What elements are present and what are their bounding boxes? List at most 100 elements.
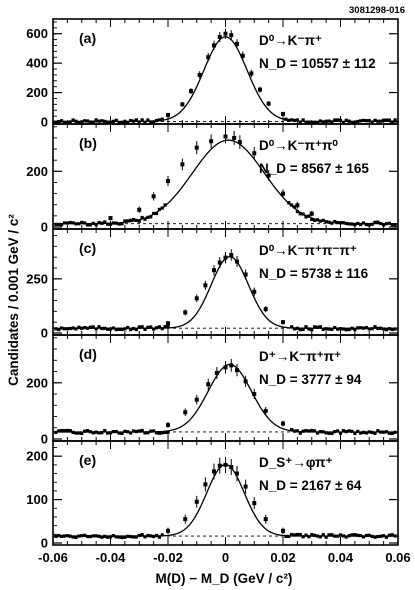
data-point: [106, 535, 110, 539]
data-point: [108, 222, 113, 226]
data-point: [94, 430, 98, 434]
data-point: [54, 430, 58, 435]
data-point: [194, 145, 199, 150]
data-point: [88, 325, 92, 329]
x-tick-label: 0.04: [328, 550, 354, 565]
data-point: [80, 534, 84, 538]
data-point: [310, 217, 314, 221]
data-point: [321, 533, 325, 537]
data-point: [140, 325, 144, 329]
data-point: [149, 215, 153, 219]
y-tick-label: 200: [26, 164, 48, 179]
data-point: [194, 397, 199, 402]
data-point: [327, 327, 331, 331]
data-point: [85, 223, 90, 227]
data-point: [134, 118, 138, 122]
data-point: [77, 325, 81, 329]
data-point: [120, 120, 124, 125]
yield-label: N_D = 2167 ± 64: [259, 478, 362, 493]
data-point: [137, 325, 141, 329]
data-point: [108, 431, 113, 435]
data-point: [114, 328, 118, 332]
data-point: [114, 221, 118, 225]
data-point: [123, 119, 127, 123]
data-point: [330, 533, 334, 537]
data-point: [292, 327, 297, 331]
data-point: [157, 207, 161, 212]
data-point: [146, 118, 150, 122]
data-point: [333, 325, 337, 330]
data-point: [117, 121, 121, 125]
data-point: [143, 217, 147, 221]
data-point: [243, 484, 248, 489]
data-point: [315, 431, 320, 435]
data-point: [106, 222, 110, 226]
data-point: [65, 221, 69, 225]
data-point: [209, 139, 214, 144]
data-point: [80, 326, 84, 330]
data-point: [304, 533, 308, 537]
data-point: [318, 535, 322, 539]
data-point: [137, 207, 142, 212]
data-point: [152, 327, 156, 331]
data-point: [361, 535, 366, 539]
data-point: [120, 327, 124, 332]
data-point: [393, 534, 397, 538]
data-point: [68, 220, 72, 225]
data-point: [379, 534, 383, 538]
data-point: [310, 428, 314, 433]
data-point: [143, 535, 147, 539]
data-point: [166, 430, 170, 434]
decay-label: D_S⁺→φπ⁺: [259, 455, 333, 470]
data-point: [330, 221, 334, 225]
data-point: [111, 119, 115, 123]
data-point: [166, 325, 170, 329]
data-point: [57, 222, 61, 227]
data-point: [134, 535, 138, 539]
data-point: [390, 327, 394, 332]
data-point: [160, 206, 164, 210]
data-point: [97, 431, 101, 435]
data-point: [344, 535, 348, 539]
data-point: [338, 221, 343, 225]
data-point: [83, 429, 87, 433]
data-point: [131, 535, 136, 539]
figure-id: 3081298-016: [349, 5, 405, 16]
panel-3: 0 250 (c) D⁰→K⁻π⁺π⁻π⁺ N_D = 5738 ± 116: [26, 228, 399, 341]
data-point: [83, 119, 87, 123]
data-point: [344, 328, 348, 332]
data-point: [106, 431, 110, 435]
data-point: [324, 119, 328, 123]
data-point: [160, 327, 164, 331]
data-point: [393, 327, 397, 331]
data-point: [393, 430, 397, 434]
data-point: [94, 327, 98, 331]
data-point: [376, 429, 380, 433]
data-point: [71, 430, 75, 434]
yield-label: N_D = 10557 ± 112: [259, 56, 376, 71]
data-point: [77, 222, 81, 226]
data-point: [91, 431, 95, 435]
data-point: [321, 430, 325, 434]
data-point: [356, 221, 360, 225]
data-point: [321, 120, 325, 124]
data-point: [62, 327, 67, 331]
data-point: [370, 327, 374, 331]
data-point: [344, 221, 348, 226]
yield-label: N_D = 8567 ± 165: [259, 161, 369, 176]
data-point: [367, 223, 371, 227]
data-point: [157, 325, 161, 329]
data-point: [266, 101, 271, 106]
data-point: [62, 120, 67, 125]
data-point: [91, 221, 95, 225]
data-point: [370, 534, 374, 538]
data-point: [359, 119, 363, 123]
data-point: [223, 255, 228, 260]
data-point: [62, 221, 67, 225]
data-point: [108, 120, 113, 125]
data-point: [114, 118, 118, 122]
data-point: [197, 72, 202, 77]
data-point: [131, 217, 136, 222]
data-point: [350, 533, 354, 537]
data-point: [315, 218, 320, 222]
